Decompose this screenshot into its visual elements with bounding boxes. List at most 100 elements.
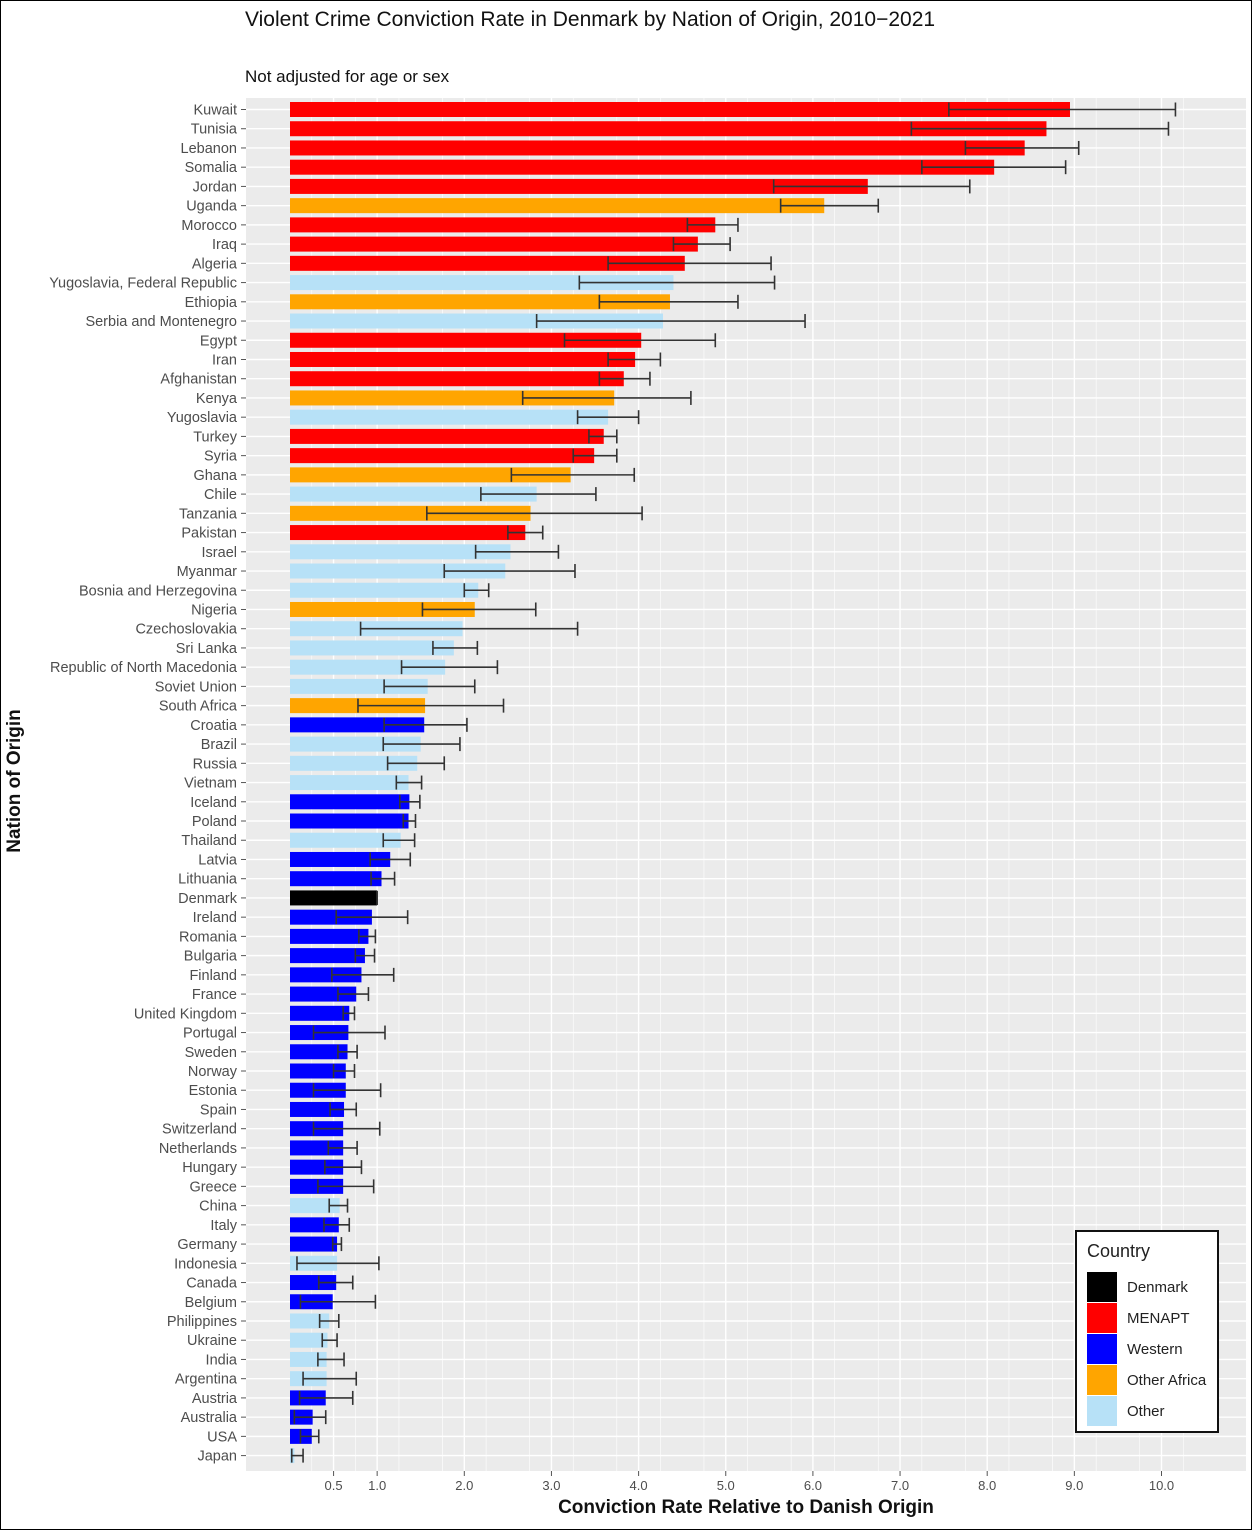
- bar: [290, 1140, 344, 1156]
- y-tick-label: Somalia: [185, 160, 238, 176]
- legend-label: MENAPT: [1127, 1310, 1190, 1327]
- y-tick-label: Germany: [177, 1237, 237, 1253]
- bar: [290, 986, 357, 1002]
- y-tick-label: Nigeria: [191, 602, 238, 618]
- y-tick-label: Vietnam: [184, 776, 237, 792]
- y-tick-label: Yugoslavia, Federal Republic: [49, 276, 237, 292]
- y-tick-label: Israel: [202, 545, 237, 561]
- y-tick-label: Thailand: [181, 833, 237, 849]
- x-tick-label: 2.0: [455, 1478, 473, 1493]
- y-tick-label: Ireland: [193, 910, 237, 926]
- y-tick-label: Jordan: [193, 179, 237, 195]
- bar: [290, 1178, 344, 1194]
- y-tick-label: Greece: [189, 1179, 237, 1195]
- chart-title: Violent Crime Conviction Rate in Denmark…: [245, 8, 936, 31]
- y-tick-label: Norway: [188, 1064, 238, 1080]
- y-tick-label: Hungary: [182, 1160, 238, 1176]
- bar: [290, 198, 825, 214]
- y-tick-label: Republic of North Macedonia: [50, 660, 238, 676]
- y-tick-label: Uganda: [186, 199, 238, 215]
- y-tick-label: South Africa: [159, 699, 238, 715]
- y-tick-label: Canada: [186, 1276, 238, 1292]
- y-tick-label: Ghana: [193, 468, 237, 484]
- x-axis-title: Conviction Rate Relative to Danish Origi…: [558, 1497, 934, 1518]
- y-tick-label: Austria: [192, 1391, 238, 1407]
- y-axis-title: Nation of Origin: [4, 709, 25, 853]
- bar: [290, 832, 401, 848]
- y-tick-label: Czechoslovakia: [135, 622, 237, 638]
- bar: [290, 794, 410, 810]
- y-tick-label: Serbia and Montenegro: [85, 314, 237, 330]
- legend-swatch: [1087, 1365, 1117, 1395]
- bar: [290, 582, 479, 598]
- x-tick-label: 7.0: [891, 1478, 909, 1493]
- y-tick-label: Portugal: [183, 1026, 237, 1042]
- y-tick-label: Ethiopia: [185, 295, 238, 311]
- bar: [290, 563, 506, 579]
- y-tick-label: Bosnia and Herzegovina: [79, 583, 238, 599]
- y-tick-label: Poland: [192, 814, 237, 830]
- y-tick-label: United Kingdom: [134, 1006, 237, 1022]
- bar: [290, 1275, 337, 1291]
- bar: [290, 371, 624, 387]
- y-tick-label: Japan: [197, 1449, 237, 1465]
- y-tick-label: Pakistan: [181, 526, 237, 542]
- legend-title: Country: [1087, 1241, 1151, 1261]
- bar: [290, 313, 664, 329]
- y-tick-label: Yugoslavia: [167, 410, 238, 426]
- bar: [290, 217, 716, 233]
- x-tick-label: 3.0: [542, 1478, 560, 1493]
- y-tick-label: Afghanistan: [160, 372, 237, 388]
- legend-label: Other: [1127, 1403, 1165, 1420]
- x-tick-label: 5.0: [717, 1478, 735, 1493]
- bar: [290, 544, 511, 560]
- legend-swatch: [1087, 1272, 1117, 1302]
- bar: [290, 467, 571, 483]
- y-tick-label: Syria: [204, 449, 238, 465]
- y-tick-label: Chile: [204, 487, 237, 503]
- legend-label: Other Africa: [1127, 1372, 1207, 1389]
- y-tick-label: Russia: [193, 756, 238, 772]
- bar: [290, 871, 382, 887]
- y-tick-label: Netherlands: [159, 1141, 237, 1157]
- bar: [290, 294, 670, 310]
- bar: [290, 159, 995, 175]
- bar: [290, 967, 362, 983]
- x-tick-label: 9.0: [1065, 1478, 1083, 1493]
- y-tick-label: Lebanon: [181, 141, 237, 157]
- bar: [290, 1044, 348, 1060]
- bar: [290, 1063, 346, 1079]
- y-tick-label: Soviet Union: [155, 679, 237, 695]
- bar: [290, 1198, 340, 1214]
- bar: [290, 448, 595, 464]
- bar: [290, 1236, 338, 1252]
- y-tick-label: Belgium: [185, 1295, 237, 1311]
- legend-swatch: [1087, 1303, 1117, 1333]
- y-tick-label: Myanmar: [177, 564, 238, 580]
- bar: [290, 1217, 339, 1233]
- bar: [290, 736, 421, 752]
- chart-subtitle: Not adjusted for age or sex: [245, 67, 450, 86]
- bar: [290, 1332, 328, 1348]
- bar: [290, 601, 475, 617]
- legend-label: Denmark: [1127, 1279, 1188, 1296]
- bar: [290, 909, 372, 925]
- y-tick-label: Kuwait: [193, 103, 237, 119]
- y-tick-label: Tanzania: [179, 506, 238, 522]
- bar: [290, 121, 1047, 137]
- legend-swatch: [1087, 1396, 1117, 1426]
- bar: [290, 948, 365, 964]
- bar: [290, 1005, 350, 1021]
- bar: [290, 717, 425, 733]
- y-tick-label: Tunisia: [191, 122, 238, 138]
- bar: [290, 351, 636, 367]
- y-tick-label: Bulgaria: [184, 949, 238, 965]
- y-tick-label: Iraq: [212, 237, 237, 253]
- bar: [290, 102, 1070, 117]
- y-tick-label: Latvia: [198, 852, 238, 868]
- bar: [290, 525, 526, 541]
- bar: [290, 890, 378, 906]
- y-tick-label: Brazil: [201, 737, 237, 753]
